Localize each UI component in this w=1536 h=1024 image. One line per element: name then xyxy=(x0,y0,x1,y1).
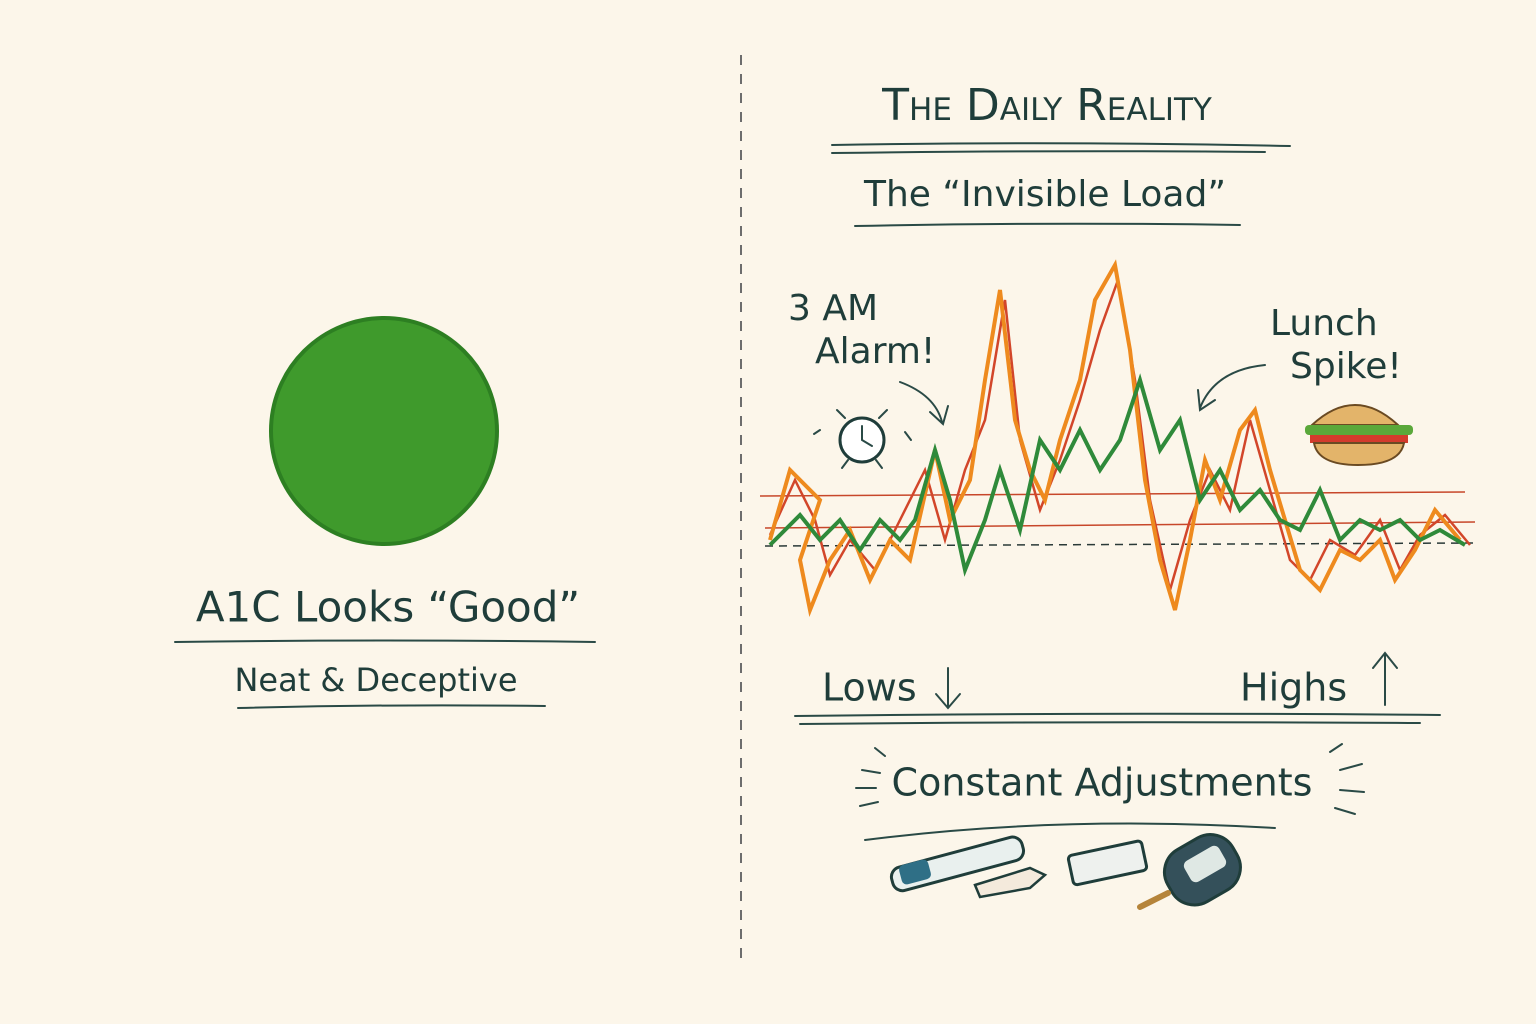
underline xyxy=(174,639,596,643)
needle-cap-icon xyxy=(973,866,1048,899)
reference-line xyxy=(759,491,1466,497)
footer-label: Constant Adjustments xyxy=(892,761,1313,805)
glucose-line xyxy=(768,259,1462,617)
underline xyxy=(237,704,546,709)
left-subtitle: Neat & Deceptive xyxy=(234,661,517,699)
underline xyxy=(831,142,1291,154)
right-title: The Daily Reality xyxy=(881,80,1212,131)
green-circle xyxy=(269,316,499,546)
arrow xyxy=(1197,364,1266,412)
underline xyxy=(794,712,1441,725)
annotation: 3 AM xyxy=(788,288,878,329)
annotation: Alarm! xyxy=(815,331,935,372)
lows-label: Lows xyxy=(822,666,917,710)
annotation: Lunch xyxy=(1270,303,1378,344)
arrow xyxy=(899,381,949,426)
burger-icon xyxy=(1305,404,1413,467)
highs-label: Highs xyxy=(1240,666,1347,710)
glucose-meter-icon xyxy=(1137,833,1242,910)
test-strips-icon xyxy=(1066,839,1149,887)
up-arrow xyxy=(1372,651,1398,706)
left-title: A1C Looks “Good” xyxy=(196,583,580,632)
underline xyxy=(854,222,1241,227)
annotation: Spike! xyxy=(1290,346,1402,387)
target-line xyxy=(764,542,1476,547)
down-arrow xyxy=(935,667,961,710)
right-subtitle: The “Invisible Load” xyxy=(863,174,1226,215)
glucose-line xyxy=(768,373,1467,577)
underline xyxy=(864,822,1276,841)
alarm-clock-icon xyxy=(813,409,912,469)
insulin-pen-icon xyxy=(889,835,1026,893)
emphasis-marks xyxy=(855,743,1365,815)
